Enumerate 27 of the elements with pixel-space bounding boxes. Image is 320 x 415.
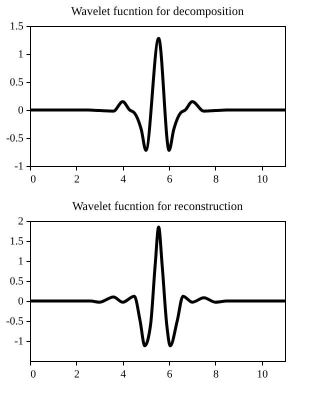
- x-tick-label: 4: [120, 368, 126, 380]
- y-tick-label: 1: [18, 48, 24, 60]
- y-tick-label: 0.5: [10, 76, 24, 88]
- y-tick-label: 1.5: [10, 20, 24, 32]
- y-tick-label: -0.5: [6, 132, 24, 144]
- x-tick-label: 8: [213, 368, 220, 380]
- y-tick-label: -1: [14, 336, 24, 348]
- y-tick-label: 0: [18, 104, 24, 116]
- y-tick-label: 1.5: [10, 236, 24, 248]
- y-tick-label: 0: [18, 296, 24, 308]
- y-tick-label: -0.5: [6, 316, 24, 328]
- x-tick-label: 4: [120, 174, 126, 186]
- x-tick-label: 10: [256, 368, 268, 380]
- x-tick-label: 6: [166, 174, 173, 186]
- x-tick-label: 8: [213, 174, 220, 186]
- chart-title: Wavelet fucntion for reconstruction: [72, 199, 243, 213]
- y-tick-label: 0.5: [10, 276, 24, 288]
- x-tick-label: 2: [74, 174, 80, 186]
- x-tick-label: 2: [74, 368, 80, 380]
- y-tick-label: 2: [18, 216, 24, 228]
- chart-title: Wavelet fucntion for decomposition: [71, 4, 244, 18]
- x-tick-label: 0: [30, 174, 36, 186]
- y-tick-label: -1: [14, 160, 24, 172]
- y-tick-label: 1: [18, 256, 24, 268]
- x-tick-label: 6: [166, 368, 173, 380]
- x-tick-label: 10: [256, 174, 268, 186]
- x-tick-label: 0: [30, 368, 36, 380]
